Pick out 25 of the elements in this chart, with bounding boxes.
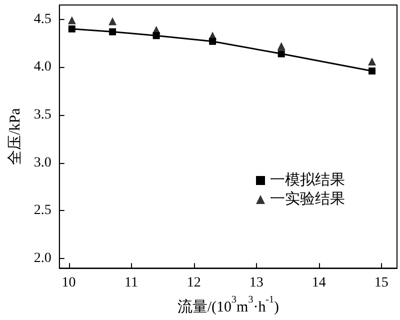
legend-label: 一实验结果 — [270, 190, 345, 208]
point — [278, 50, 285, 58]
point — [208, 32, 217, 40]
point — [368, 57, 376, 66]
point — [152, 26, 160, 34]
point — [368, 68, 376, 75]
point — [68, 16, 76, 24]
point — [68, 25, 76, 32]
x-tick-label: 12 — [186, 276, 201, 291]
legend-label: 一模拟结果 — [270, 172, 345, 188]
y-tick-label: 4.0 — [34, 60, 52, 75]
y-tick-label: 4.5 — [34, 12, 52, 27]
y-tick-label: 3.5 — [34, 108, 52, 123]
x-tick-label: 15 — [374, 276, 388, 291]
x-tick-label: 10 — [62, 276, 76, 291]
x-tick-label: 14 — [312, 276, 326, 291]
x-tick-label: 13 — [249, 276, 264, 291]
y-tick-label: 3.0 — [34, 155, 52, 170]
point — [108, 17, 117, 26]
point — [277, 42, 286, 50]
y-axis-title: 全压/kPa — [6, 108, 24, 165]
point — [109, 28, 116, 36]
y-tick-label: 2.5 — [34, 203, 52, 218]
y-tick-label: 2.0 — [34, 251, 52, 266]
x-tick-label: 11 — [124, 276, 138, 291]
